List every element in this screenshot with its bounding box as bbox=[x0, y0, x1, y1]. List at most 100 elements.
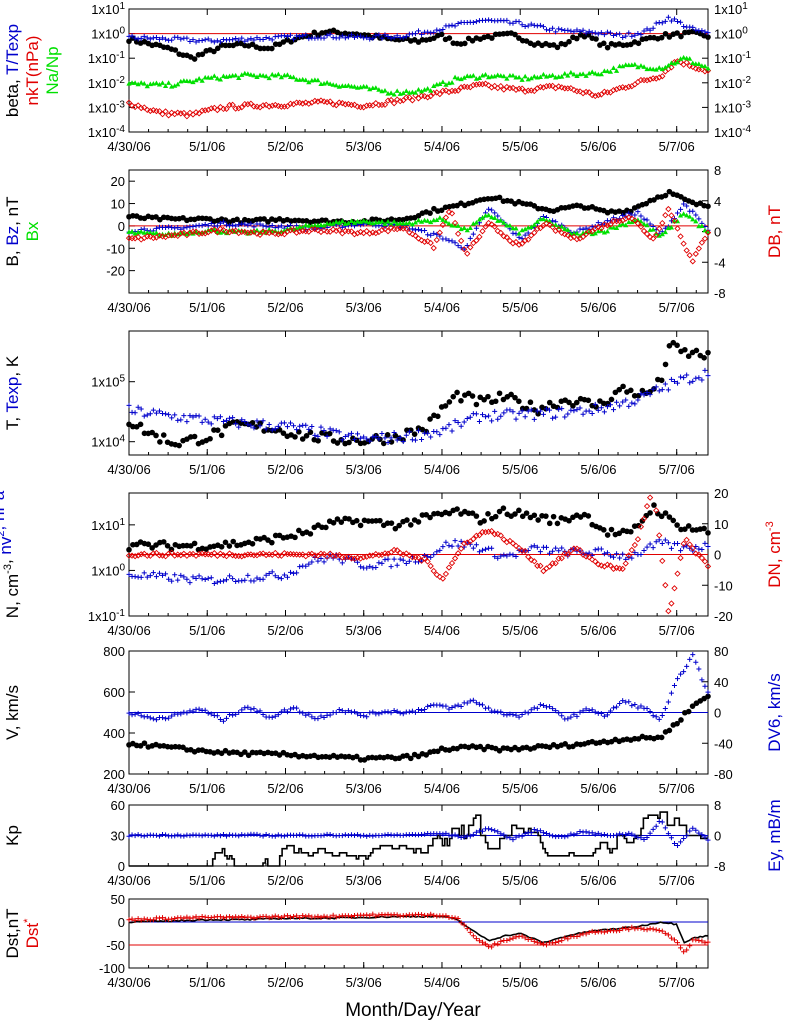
data-point bbox=[160, 915, 166, 921]
data-point bbox=[406, 429, 412, 435]
data-point bbox=[373, 913, 379, 919]
data-point bbox=[546, 218, 553, 224]
data-point bbox=[369, 436, 375, 442]
tick-label: 0 bbox=[714, 548, 721, 563]
data-point bbox=[580, 27, 586, 33]
data-point bbox=[632, 32, 638, 38]
data-point bbox=[132, 80, 138, 85]
data-point bbox=[579, 551, 587, 558]
data-point bbox=[147, 573, 153, 579]
x-tick-label: 5/1/06 bbox=[189, 975, 225, 990]
data-point bbox=[141, 413, 147, 419]
data-point bbox=[284, 913, 290, 919]
data-point bbox=[403, 88, 409, 93]
data-point bbox=[326, 550, 334, 557]
data-point bbox=[644, 222, 650, 228]
data-point bbox=[415, 554, 422, 561]
data-point bbox=[138, 551, 145, 558]
data-point bbox=[345, 913, 351, 919]
data-point bbox=[473, 19, 479, 25]
data-point bbox=[489, 214, 495, 220]
data-point bbox=[141, 33, 147, 39]
data-point bbox=[202, 222, 208, 228]
data-point bbox=[434, 429, 440, 435]
data-point bbox=[638, 213, 644, 219]
data-point bbox=[531, 827, 537, 833]
data-point bbox=[494, 530, 501, 538]
tick-label: 8 bbox=[714, 163, 721, 178]
data-point bbox=[434, 27, 440, 33]
data-point bbox=[230, 37, 236, 43]
data-point bbox=[303, 913, 309, 919]
data-point bbox=[626, 927, 632, 933]
data-point bbox=[455, 419, 461, 425]
data-point bbox=[566, 517, 572, 524]
data-point bbox=[364, 35, 370, 41]
data-point bbox=[516, 714, 522, 720]
data-point bbox=[641, 64, 647, 69]
data-point bbox=[211, 39, 217, 45]
data-point bbox=[333, 552, 340, 559]
data-point bbox=[534, 940, 540, 946]
data-point bbox=[617, 831, 623, 837]
data-point bbox=[690, 60, 696, 66]
data-point bbox=[567, 85, 575, 92]
data-point bbox=[437, 547, 443, 553]
data-point bbox=[559, 27, 565, 33]
data-point bbox=[543, 942, 549, 948]
x-tick-label: 5/1/06 bbox=[189, 623, 225, 638]
data-point bbox=[556, 710, 562, 716]
data-point bbox=[415, 235, 422, 242]
data-point bbox=[678, 945, 684, 951]
data-point bbox=[635, 705, 641, 711]
data-point bbox=[705, 693, 711, 700]
data-point bbox=[150, 407, 156, 413]
data-point bbox=[275, 224, 281, 230]
series-t bbox=[126, 339, 711, 449]
data-point bbox=[339, 99, 346, 107]
data-point bbox=[244, 101, 251, 108]
data-point bbox=[651, 502, 657, 508]
data-point bbox=[220, 419, 226, 425]
data-point bbox=[473, 936, 479, 942]
data-point bbox=[476, 701, 482, 707]
data-point bbox=[266, 915, 272, 921]
data-point bbox=[354, 218, 361, 224]
data-point bbox=[431, 83, 437, 88]
data-point bbox=[653, 507, 660, 514]
data-point bbox=[458, 538, 464, 544]
data-point bbox=[153, 225, 159, 231]
data-point bbox=[592, 831, 598, 837]
data-point bbox=[284, 34, 290, 40]
data-point bbox=[269, 71, 275, 77]
data-point bbox=[641, 392, 647, 398]
data-point bbox=[178, 36, 184, 42]
data-point bbox=[595, 31, 601, 37]
data-point bbox=[562, 226, 568, 232]
x-tick-label: 5/5/06 bbox=[502, 623, 538, 638]
data-point bbox=[638, 703, 644, 709]
data-point bbox=[656, 388, 662, 394]
data-point bbox=[257, 708, 263, 714]
data-point bbox=[574, 713, 580, 719]
data-point bbox=[705, 30, 711, 36]
data-point bbox=[376, 87, 382, 92]
data-point bbox=[486, 826, 492, 832]
data-point bbox=[659, 928, 665, 934]
data-point bbox=[373, 433, 379, 439]
data-point bbox=[195, 110, 203, 117]
x-tick-label: 4/30/06 bbox=[107, 462, 150, 477]
data-point bbox=[531, 705, 537, 711]
data-point bbox=[294, 427, 300, 433]
data-point bbox=[562, 834, 568, 840]
data-point bbox=[430, 244, 437, 252]
x-tick-label: 5/4/06 bbox=[424, 975, 460, 990]
data-point bbox=[339, 224, 345, 230]
data-point bbox=[531, 938, 537, 944]
data-point bbox=[479, 828, 485, 834]
data-point bbox=[364, 436, 370, 442]
data-point bbox=[211, 73, 217, 78]
data-point bbox=[448, 210, 456, 217]
data-point bbox=[249, 41, 256, 48]
data-point bbox=[437, 81, 443, 86]
